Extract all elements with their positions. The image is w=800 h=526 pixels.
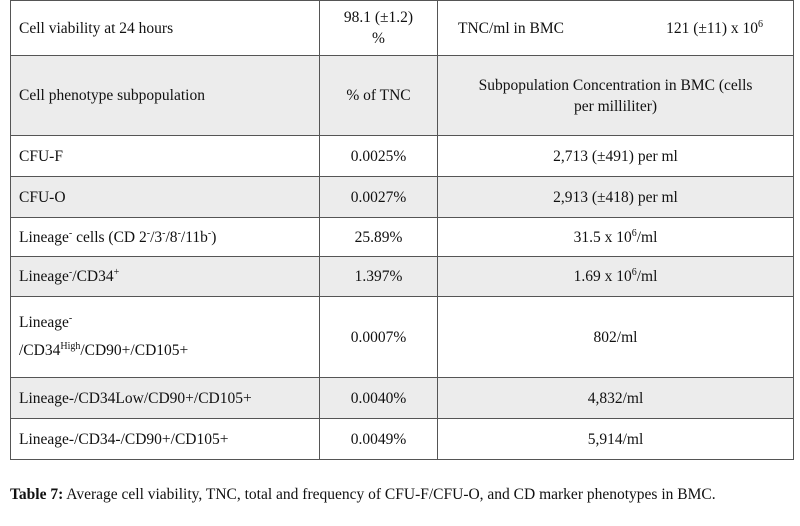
phenotype-cell: Lineage- cells (CD 2-/3-/8-/11b-) xyxy=(10,217,320,257)
percent-cell: 0.0049% xyxy=(319,418,438,460)
table-row: Lineage-/CD34-/CD90+/CD105+ 0.0049% 5,91… xyxy=(10,418,794,460)
caption-label: Table 7: xyxy=(10,486,64,503)
table-row: Lineage-/CD34+ 1.397% 1.69 x 106/ml xyxy=(10,256,794,297)
percent-cell: 25.89% xyxy=(319,217,438,257)
viability-row: Cell viability at 24 hours 98.1 (±1.2)% … xyxy=(10,0,794,56)
percent-cell: 0.0040% xyxy=(319,377,438,419)
phenotype-cell: Lineage-/CD34High/CD90+/CD105+ xyxy=(10,296,320,378)
phenotype-cell: CFU-O xyxy=(10,176,320,218)
table-row: CFU-O 0.0027% 2,913 (±418) per ml xyxy=(10,176,794,218)
table-caption: Table 7: Average cell viability, TNC, to… xyxy=(10,484,795,505)
percent-cell: 1.397% xyxy=(319,256,438,297)
concentration-cell: 5,914/ml xyxy=(437,418,794,460)
concentration-cell: 31.5 x 106/ml xyxy=(437,217,794,257)
concentration-cell: 1.69 x 106/ml xyxy=(437,256,794,297)
phenotype-cell: Lineage-/CD34Low/CD90+/CD105+ xyxy=(10,377,320,419)
tnc-value: 121 (±11) x 106 xyxy=(666,18,763,37)
header-row: Cell phenotype subpopulation % of TNC Su… xyxy=(10,55,794,136)
header-concentration: Subpopulation Concentration in BMC (cell… xyxy=(437,55,794,136)
percent-cell: 0.0027% xyxy=(319,176,438,218)
concentration-cell: 2,913 (±418) per ml xyxy=(437,176,794,218)
tnc-cell: TNC/ml in BMC 121 (±11) x 106 xyxy=(437,0,794,56)
viability-value: 98.1 (±1.2)% xyxy=(319,0,438,56)
phenotype-cell: CFU-F xyxy=(10,135,320,177)
data-table: Cell viability at 24 hours 98.1 (±1.2)% … xyxy=(10,0,794,460)
percent-cell: 0.0025% xyxy=(319,135,438,177)
tnc-label: TNC/ml in BMC xyxy=(458,19,564,37)
table-row: Lineage-/CD34High/CD90+/CD105+ 0.0007% 8… xyxy=(10,296,794,378)
header-phenotype: Cell phenotype subpopulation xyxy=(10,55,320,136)
header-percent: % of TNC xyxy=(319,55,438,136)
concentration-cell: 802/ml xyxy=(437,296,794,378)
percent-cell: 0.0007% xyxy=(319,296,438,378)
phenotype-cell: Lineage-/CD34+ xyxy=(10,256,320,297)
phenotype-cell: Lineage-/CD34-/CD90+/CD105+ xyxy=(10,418,320,460)
table-row: CFU-F 0.0025% 2,713 (±491) per ml xyxy=(10,135,794,177)
concentration-cell: 4,832/ml xyxy=(437,377,794,419)
viability-label: Cell viability at 24 hours xyxy=(10,0,320,56)
table-row: Lineage- cells (CD 2-/3-/8-/11b-) 25.89%… xyxy=(10,217,794,257)
concentration-cell: 2,713 (±491) per ml xyxy=(437,135,794,177)
table-row: Lineage-/CD34Low/CD90+/CD105+ 0.0040% 4,… xyxy=(10,377,794,419)
caption-text: Average cell viability, TNC, total and f… xyxy=(63,486,716,503)
